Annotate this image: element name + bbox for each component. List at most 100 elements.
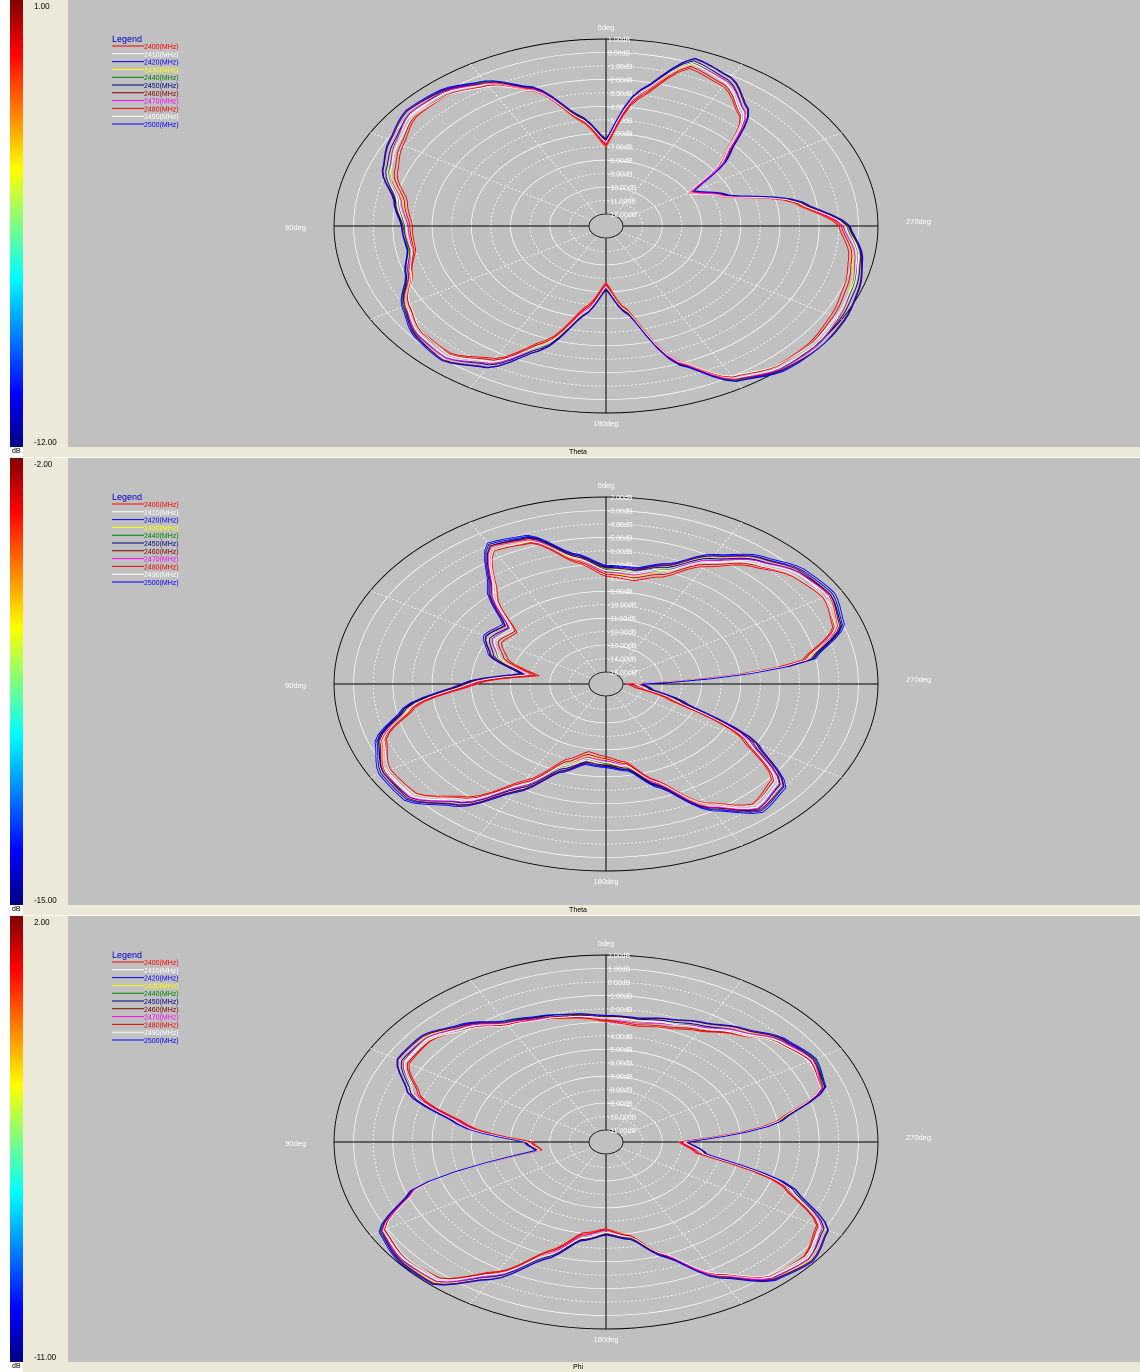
- ring-label: -13.00dB: [608, 643, 637, 650]
- grid-spoke: [469, 63, 598, 216]
- ring-label: -6.00dB: [608, 131, 633, 138]
- ring-label: 0.00dB: [608, 980, 631, 987]
- legend-entry: 2430(MHz): [144, 983, 179, 990]
- ring-label: -10.00dB: [608, 603, 637, 610]
- angle-label-90deg: 90deg: [285, 223, 306, 232]
- grid-spoke: [614, 236, 743, 389]
- ring-label: -7.00dB: [608, 1074, 633, 1081]
- legend-entry: 2460(MHz): [144, 549, 179, 556]
- legend-entry: 2420(MHz): [144, 518, 179, 525]
- colorbar: [10, 916, 23, 1362]
- ring-label: -9.00dB: [608, 172, 633, 179]
- colorbar: [10, 0, 23, 447]
- angle-label-0deg: 0deg: [598, 481, 615, 490]
- grid-spoke: [469, 236, 598, 389]
- colorbar-margin: [23, 458, 68, 905]
- ring-label: -14.00dB: [608, 657, 637, 664]
- polar-panel-3: 2.00 -11.00 dB 2.00dB 1.00dB 0.00dB -1.00dB…: [0, 916, 1140, 1372]
- legend-entry: 2410(MHz): [144, 968, 179, 975]
- legend-entry: 2420(MHz): [144, 60, 179, 67]
- legend-entry: 2430(MHz): [144, 525, 179, 532]
- series-line-2500(MHz): [381, 57, 864, 382]
- colorbar-min-label: -11.00: [34, 1353, 57, 1362]
- legend-entry: 2400(MHz): [144, 960, 179, 967]
- ring-label: -4.00dB: [608, 522, 633, 529]
- ring-label: -4.00dB: [608, 1034, 633, 1041]
- ring-label: -2.00dB: [608, 495, 633, 502]
- grid-spoke: [614, 979, 743, 1132]
- legend-entry: 2430(MHz): [144, 67, 179, 74]
- legend-entry: 2500(MHz): [144, 580, 179, 587]
- legend-entry: 2440(MHz): [144, 75, 179, 82]
- legend-entry: 2460(MHz): [144, 91, 179, 98]
- series-line-2460(MHz): [379, 538, 841, 812]
- legend-entry: 2490(MHz): [144, 114, 179, 121]
- legend-entry: 2450(MHz): [144, 541, 179, 548]
- ring-label: -4.00dB: [608, 104, 633, 111]
- grid-spoke: [620, 132, 842, 221]
- series-line-2490(MHz): [389, 62, 858, 377]
- angle-label-270deg: 270deg: [906, 1133, 931, 1142]
- ring-label: -1.00dB: [608, 64, 633, 71]
- ring-label: -10.00dB: [608, 185, 637, 192]
- ring-label: -8.00dB: [608, 1088, 633, 1095]
- series-line-2500(MHz): [378, 1013, 829, 1286]
- legend-entry: 2470(MHz): [144, 1015, 179, 1022]
- angle-label-90deg: 90deg: [285, 1139, 306, 1148]
- center-hole: [588, 213, 624, 239]
- ring-label: -6.00dB: [608, 549, 633, 556]
- ring-label: -8.00dB: [608, 576, 633, 583]
- ring-label: 1.00dB: [608, 37, 631, 44]
- ring-label: 0.00dB: [608, 50, 631, 57]
- grid-spoke: [614, 63, 743, 216]
- series-line-2460(MHz): [381, 1014, 829, 1285]
- series-line-2490(MHz): [385, 1015, 822, 1281]
- grid-spoke: [370, 1147, 592, 1236]
- series-line-2500(MHz): [374, 534, 845, 814]
- colorbar-unit-label: dB: [12, 448, 21, 455]
- legend-entry: 2450(MHz): [144, 999, 179, 1006]
- ring-label: -12.00dB: [608, 630, 637, 637]
- axis-name-label: Theta: [569, 449, 587, 456]
- ring-label: -7.00dB: [608, 145, 633, 152]
- ring-label: -5.00dB: [608, 535, 633, 542]
- ring-label: -11.00dB: [608, 616, 636, 623]
- angle-label-0deg: 0deg: [598, 939, 615, 948]
- polar-chart-3: 2.00dB1.00dB0.00dB-1.00dB-2.00dB-3.00dB-…: [112, 939, 931, 1344]
- center-hole: [588, 671, 624, 697]
- grid-spoke: [620, 689, 842, 778]
- colorbar: [10, 458, 23, 905]
- colorbar-min-label: -12.00: [34, 438, 57, 447]
- colorbar-max-label: 2.00: [34, 918, 50, 927]
- series-line-2470(MHz): [381, 539, 839, 811]
- grid-spoke: [469, 1152, 598, 1305]
- series-line-2490(MHz): [383, 540, 836, 807]
- ring-label: -5.00dB: [608, 118, 633, 125]
- legend-entry: 2440(MHz): [144, 991, 179, 998]
- ring-label: -8.00dB: [608, 158, 633, 165]
- axis-name-label: Phi: [572, 1364, 584, 1371]
- grid-spoke: [614, 1152, 743, 1305]
- ring-label: -1.00dB: [608, 993, 633, 1000]
- grid-spoke: [370, 590, 592, 679]
- grid-spoke: [614, 694, 743, 847]
- legend-entry: 2410(MHz): [144, 52, 179, 59]
- series-line-2400(MHz): [386, 542, 834, 806]
- legend-entry: 2470(MHz): [144, 557, 179, 564]
- angle-label-180deg: 180deg: [593, 1335, 618, 1344]
- grid-spoke: [370, 231, 592, 320]
- colorbar-max-label: 1.00: [34, 2, 50, 11]
- ring-label: -15.00dB: [608, 670, 637, 677]
- series-line-2420(MHz): [376, 536, 843, 813]
- angle-label-0deg: 0deg: [598, 23, 615, 32]
- legend-entry: 2480(MHz): [144, 1022, 179, 1029]
- ring-label: 2.00dB: [608, 953, 631, 960]
- series-line-2480(MHz): [384, 1017, 822, 1280]
- legend-entry: 2480(MHz): [144, 564, 179, 571]
- axis-strip: [23, 1362, 1140, 1372]
- legend-entry: 2400(MHz): [144, 44, 179, 51]
- ring-label: -3.00dB: [608, 508, 633, 515]
- grid-spoke: [370, 132, 592, 221]
- angle-label-270deg: 270deg: [906, 675, 931, 684]
- legend-entry: 2400(MHz): [144, 502, 179, 509]
